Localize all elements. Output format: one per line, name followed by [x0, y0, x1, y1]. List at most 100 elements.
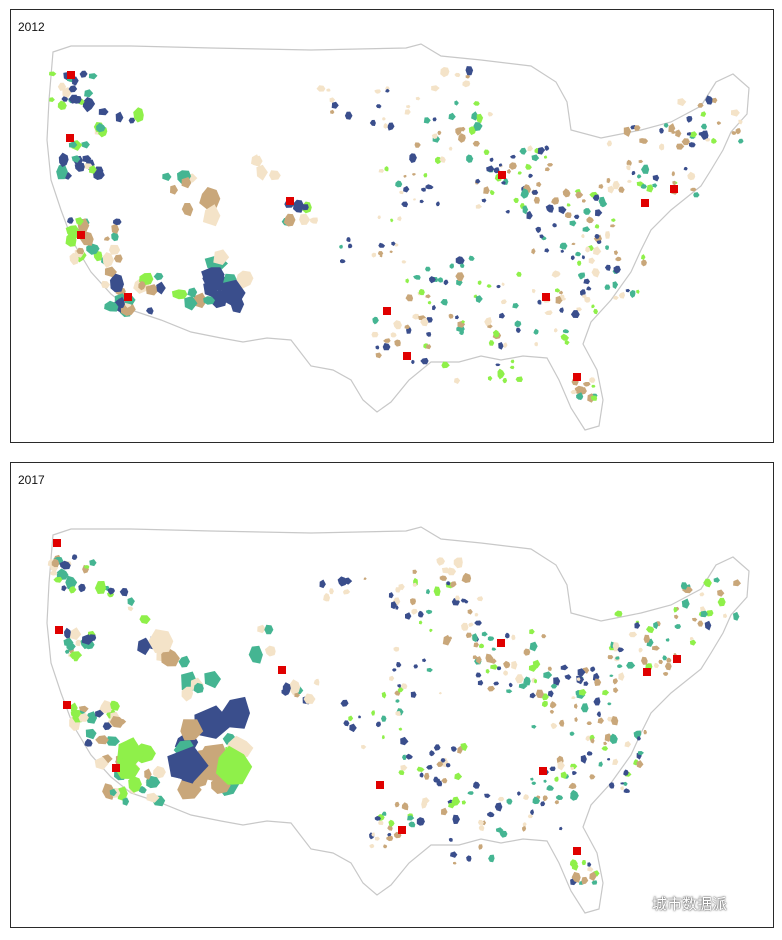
county-navy — [429, 276, 436, 284]
county-navy — [203, 280, 218, 298]
county-navy — [583, 278, 590, 285]
county-tan — [523, 648, 531, 656]
county-teal — [623, 781, 628, 787]
county-teal — [733, 611, 740, 621]
county-tan — [626, 159, 632, 166]
county-beige — [69, 627, 82, 640]
city-marker — [643, 668, 651, 676]
county-navy — [391, 241, 396, 246]
county-teal — [700, 123, 707, 130]
county-tan — [643, 730, 647, 735]
county-tan — [681, 138, 690, 146]
county-beige — [374, 89, 381, 94]
county-teal — [86, 243, 100, 255]
county-tan — [453, 861, 457, 865]
county-teal — [605, 245, 609, 250]
county-navy — [586, 286, 592, 291]
county-teal — [546, 785, 554, 791]
county-tan — [589, 871, 597, 881]
county-navy — [475, 672, 482, 678]
county-beige — [102, 252, 114, 268]
county-lime — [348, 715, 354, 722]
county-teal — [640, 183, 647, 189]
county-navy — [620, 782, 625, 785]
county-beige — [659, 143, 665, 151]
county-lime — [405, 278, 410, 284]
county-tan — [467, 609, 473, 615]
county-beige — [431, 85, 440, 92]
county-lime — [510, 359, 515, 364]
county-teal — [111, 231, 119, 242]
county-lime — [115, 758, 141, 779]
county-teal — [662, 655, 668, 661]
county-beige — [468, 622, 474, 627]
county-beige — [612, 180, 620, 190]
county-beige — [500, 299, 507, 305]
county-lime — [215, 745, 253, 785]
county-teal — [408, 821, 416, 828]
county-tan — [583, 382, 591, 387]
county-beige — [487, 111, 494, 117]
county-teal — [575, 251, 582, 257]
county-navy — [704, 620, 712, 631]
county-navy — [583, 681, 589, 686]
city-marker — [376, 781, 384, 789]
county-beige — [257, 624, 266, 634]
county-navy — [570, 255, 575, 261]
county-teal — [66, 642, 76, 651]
city-marker — [286, 197, 294, 205]
county-tan — [589, 774, 596, 780]
county-lime — [489, 189, 495, 196]
county-tan — [544, 167, 550, 172]
county-teal — [105, 736, 120, 746]
county-navy — [395, 605, 399, 610]
county-beige — [606, 140, 612, 147]
county-beige — [570, 766, 574, 770]
county-lime — [673, 607, 678, 613]
county-teal — [471, 111, 479, 121]
county-lime — [468, 126, 476, 136]
county-beige — [587, 866, 594, 872]
county-beige — [439, 156, 446, 163]
county-navy — [596, 711, 601, 718]
county-beige — [75, 639, 81, 647]
county-teal — [193, 682, 204, 694]
county-lime — [487, 375, 493, 381]
county-beige — [374, 836, 380, 841]
county-navy — [390, 601, 397, 610]
county-lime — [594, 224, 600, 229]
county-tan — [674, 614, 679, 620]
county-lime — [381, 735, 385, 740]
county-teal — [550, 683, 558, 689]
county-beige — [378, 820, 384, 825]
county-teal — [475, 295, 483, 303]
county-teal — [407, 815, 415, 821]
county-lime — [433, 586, 441, 596]
city-marker — [670, 185, 678, 193]
county-navy — [422, 658, 427, 663]
county-navy — [436, 778, 440, 783]
county-beige — [371, 832, 375, 837]
county-lime — [110, 700, 120, 711]
county-beige — [534, 341, 538, 347]
county-beige — [689, 636, 694, 641]
county-navy — [156, 281, 166, 295]
county-navy — [528, 173, 533, 179]
county-navy — [405, 612, 412, 620]
county-teal — [395, 699, 400, 703]
county-beige — [389, 675, 395, 682]
county-navy — [560, 249, 565, 253]
county-beige — [475, 204, 482, 209]
county-beige — [371, 252, 377, 258]
county-lime — [488, 340, 495, 346]
county-tan — [294, 692, 300, 698]
county-beige — [551, 270, 561, 278]
county-beige — [612, 642, 620, 651]
county-navy — [499, 312, 505, 319]
county-tan — [554, 800, 559, 805]
county-tan — [672, 180, 676, 186]
county-tan — [412, 569, 418, 574]
county-beige — [704, 138, 711, 142]
county-navy — [686, 116, 693, 123]
county-navy — [446, 581, 451, 586]
